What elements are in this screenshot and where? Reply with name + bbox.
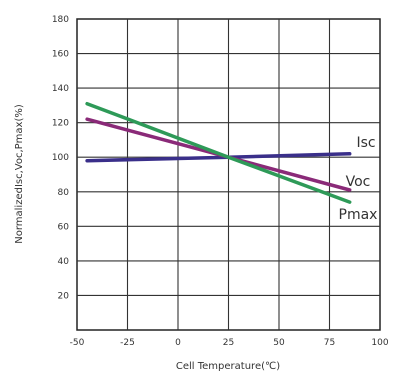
series-line-pmax: [85, 101, 352, 204]
y-tick-label: 180: [52, 15, 69, 25]
y-tick-label: 80: [58, 188, 70, 198]
x-axis-ticks: -50 -25 0 25 50 75 100: [70, 338, 389, 348]
y-tick-label: 140: [52, 84, 69, 94]
series-label-pmax: Pmax: [339, 207, 378, 223]
x-tick-label: -50: [70, 338, 85, 348]
series-label-voc: Voc: [346, 174, 371, 190]
x-tick-label: 100: [371, 338, 388, 348]
y-tick-label: 100: [52, 153, 69, 163]
y-tick-label: 60: [58, 222, 70, 232]
series-lines: [85, 101, 352, 204]
x-axis-label: Cell Temperature(℃): [176, 361, 280, 372]
series-labels: Isc Voc Pmax: [339, 135, 378, 223]
grid-lines: [77, 19, 380, 330]
y-tick-label: 160: [52, 50, 69, 60]
y-axis-label: NormalizedIsc,Voc,Pmax(%): [14, 104, 25, 244]
y-tick-label: 40: [58, 257, 70, 267]
x-tick-label: 75: [324, 338, 335, 348]
x-tick-label: 25: [223, 338, 234, 348]
series-label-isc: Isc: [356, 135, 375, 151]
x-tick-label: 50: [273, 338, 285, 348]
y-tick-label: 20: [58, 291, 70, 301]
y-tick-label: 120: [52, 119, 69, 129]
x-tick-label: 0: [175, 338, 181, 348]
x-tick-label: -25: [120, 338, 135, 348]
y-axis-ticks: 20 40 60 80 100 120 140 160 180: [52, 15, 69, 301]
